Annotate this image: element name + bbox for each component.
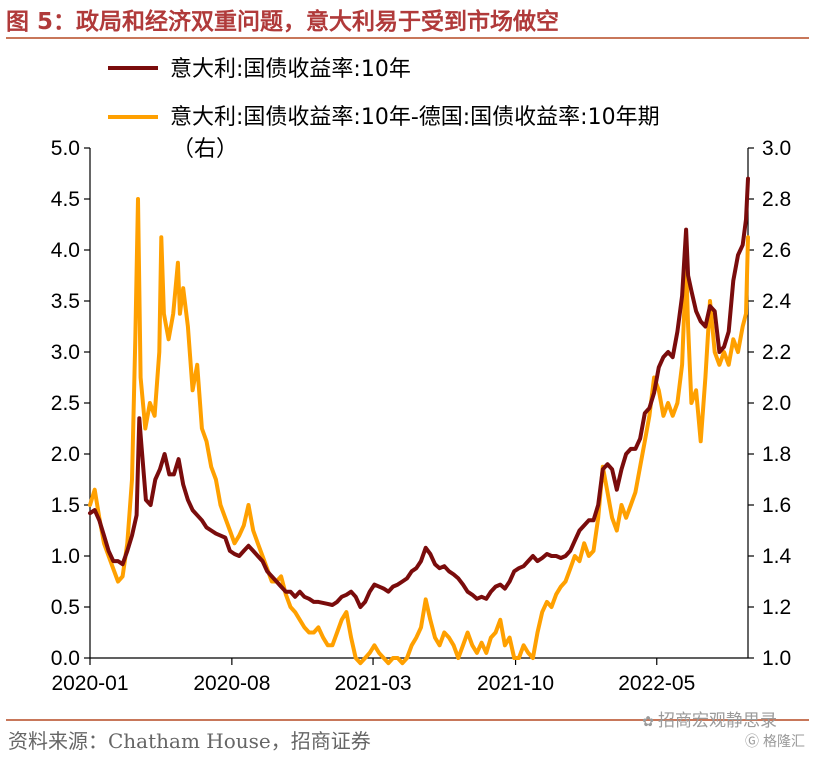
y-left-tick-label: 3.0	[51, 341, 80, 364]
y-right-tick-label: 2.4	[762, 290, 792, 313]
y-left-tick-label: 2.5	[51, 392, 80, 415]
watermark-logo-text: 格隆汇	[763, 734, 805, 750]
y-right-tick-label: 1.0	[762, 647, 791, 670]
legend-label-series-2-axis-note: （右）	[172, 137, 238, 162]
legend-label-series-2: 意大利:国债收益率:10年-德国:国债收益率:10年期	[170, 105, 660, 130]
series-line-italy-10y-yield	[88, 176, 750, 609]
y-left-tick-label: 5.0	[51, 137, 80, 160]
wechat-icon: ✿	[642, 714, 654, 730]
y-left-tick-label: 3.5	[51, 290, 80, 313]
x-tick-label: 2021-10	[477, 672, 554, 695]
gelonghui-logo-icon: Ⓖ	[745, 734, 759, 750]
y-left-tick-label: 4.0	[51, 239, 80, 262]
y-right-tick-label: 2.2	[762, 341, 791, 364]
y-right-tick-label: 1.6	[762, 494, 791, 517]
y-left-tick-label: 4.5	[51, 188, 80, 211]
y-left-tick-label: 2.0	[51, 443, 80, 466]
y-left-tick-label: 0.5	[51, 596, 80, 619]
x-tick-label: 2020-01	[51, 672, 128, 695]
legend: 意大利:国债收益率:10年 意大利:国债收益率:10年-德国:国债收益率:10年…	[108, 57, 660, 162]
y-right-tick-label: 1.2	[762, 596, 791, 619]
watermark: ✿ 招商宏观静思录 Ⓖ 格隆汇	[615, 706, 805, 754]
y-left-tick-label: 1.5	[51, 494, 80, 517]
y-left-tick-label: 1.0	[51, 545, 80, 568]
y-right-tick-label: 3.0	[762, 137, 791, 160]
figure-title: 图 5：政局和经济双重问题，意大利易于受到市场做空	[6, 9, 560, 35]
line-chart: 意大利:国债收益率:10年 意大利:国债收益率:10年-德国:国债收益率:10年…	[51, 57, 792, 695]
series-line-italy-germany-spread	[88, 197, 750, 666]
watermark-brand-text: 招商宏观静思录	[658, 711, 777, 731]
axes: 0.0 0.5 1.0 1.5 2.0 2.5 3.0 3.5 4.0 4.5 5.0 1.0 1.2 1…	[51, 137, 792, 695]
y-right-tick-label: 2.6	[762, 239, 791, 262]
x-tick-label: 2021-03	[335, 672, 412, 695]
watermark-logo: Ⓖ 格隆汇	[745, 731, 805, 751]
watermark-brand: ✿ 招商宏观静思录	[642, 706, 777, 731]
source-divider	[6, 719, 809, 721]
y-right-tick-label: 2.0	[762, 392, 791, 415]
x-tick-label: 2020-08	[193, 672, 270, 695]
x-tick-label: 2022-05	[618, 672, 695, 695]
y-right-tick-label: 1.4	[762, 545, 792, 568]
legend-label-series-1: 意大利:国债收益率:10年	[170, 57, 411, 82]
plot-lines	[88, 176, 750, 666]
title-divider	[6, 37, 809, 39]
y-right-tick-label: 1.8	[762, 443, 791, 466]
source-note: 资料来源：Chatham House，招商证券	[8, 729, 371, 753]
y-left-tick-label: 0.0	[51, 647, 80, 670]
y-right-tick-label: 2.8	[762, 188, 791, 211]
